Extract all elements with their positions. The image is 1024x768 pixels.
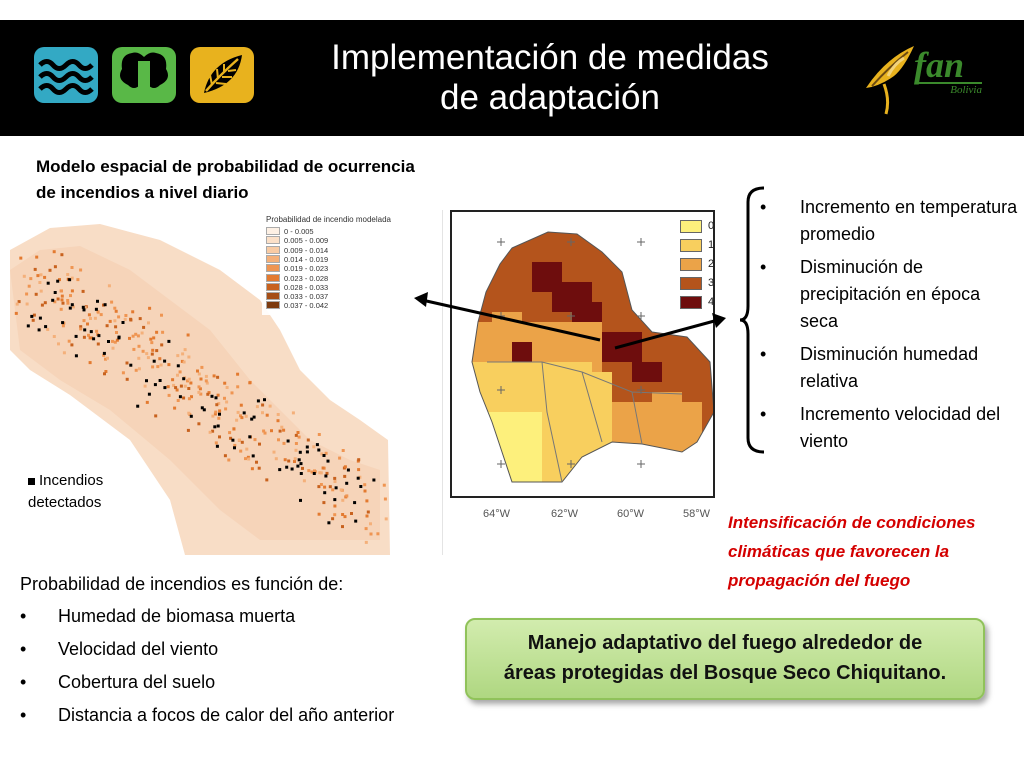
legend-swatch xyxy=(266,301,280,310)
legend-label: 3 xyxy=(708,277,715,289)
probability-factor-item: Distancia a focos de calor del año anter… xyxy=(20,699,394,732)
arrow-left-icon xyxy=(421,298,601,342)
legend-swatch xyxy=(680,295,702,309)
adaptive-management-box xyxy=(465,618,985,700)
climate-legend-item: 0 xyxy=(680,218,714,234)
climate-legend-item: 1 xyxy=(680,237,714,253)
legend-label: 0 xyxy=(708,220,715,232)
title-line-1: Implementación de medidas xyxy=(331,38,769,77)
legend-swatch xyxy=(680,238,702,252)
left-legend-item: 0 - 0.005 xyxy=(266,227,314,236)
legend-swatch xyxy=(266,282,280,291)
legend-label: 0.033 - 0.037 xyxy=(284,292,329,302)
bracket-icon xyxy=(739,186,765,454)
left-map-title: Modelo espacial de probabilidad de ocurr… xyxy=(36,157,415,202)
climate-factor-item: Disminución humedad relativa xyxy=(760,341,1020,395)
page-title: Implementación de medidas de adaptación xyxy=(270,38,830,118)
arrows xyxy=(414,292,726,350)
probability-factor-item: Cobertura del suelo xyxy=(20,666,394,699)
longitude-tick: 64°W xyxy=(483,508,511,520)
climate-factors-list: Incremento en temperatura promedio Dismin… xyxy=(760,194,1020,461)
climate-legend-item: 4 xyxy=(680,294,714,310)
legend-label: 0.019 - 0.023 xyxy=(284,264,329,274)
fire-square-icon xyxy=(28,477,35,485)
left-map-hotspots xyxy=(14,250,388,544)
left-legend-item: 0.028 - 0.033 xyxy=(266,282,329,292)
legend-swatch xyxy=(266,245,280,254)
legend-label: 1 xyxy=(708,239,715,251)
legend-swatch xyxy=(266,292,280,301)
left-legend-item: 0.023 - 0.028 xyxy=(266,273,329,283)
arrow-right-icon xyxy=(614,318,719,350)
legend-swatch xyxy=(680,276,702,290)
legend-label: 0.005 - 0.009 xyxy=(284,236,329,246)
legend-swatch xyxy=(680,257,702,271)
legend-swatch xyxy=(266,254,280,263)
left-legend-item: 0.037 - 0.042 xyxy=(266,301,328,310)
fires-detected-label: Incendios detectados xyxy=(28,472,104,511)
legend-swatch xyxy=(266,227,280,235)
legend-label: 2 xyxy=(708,258,715,270)
longitude-tick: 60°W xyxy=(617,508,645,520)
title-line-2: de adaptación xyxy=(440,78,660,117)
tree-logo-icon xyxy=(112,47,176,103)
leaf-logo-icon xyxy=(190,47,254,103)
fan-bolivia-logo: fan Bolivia xyxy=(858,36,990,120)
left-map-legend xyxy=(262,215,388,315)
legend-label: 0.014 - 0.019 xyxy=(284,254,329,264)
left-legend-item: 0.005 - 0.009 xyxy=(266,236,328,245)
climate-factor-item: Incremento velocidad del viento xyxy=(760,401,1020,455)
legend-label: 4 xyxy=(708,296,715,308)
left-legend-item: 0.014 - 0.019 xyxy=(266,254,329,264)
climate-legend-item: 3 xyxy=(680,275,714,291)
fire-probability-map xyxy=(10,224,390,555)
probability-factor-item: Humedad de biomasa muerta xyxy=(20,600,394,633)
probability-factors-list: Humedad de biomasa muertaVelocidad del v… xyxy=(20,600,394,732)
adaptive-management-text: Manejo adaptativo del fuego alrededor de… xyxy=(465,628,985,688)
legend-label: 0.037 - 0.042 xyxy=(284,301,329,311)
probability-intro: Probabilidad de incendios es función de: xyxy=(20,574,344,594)
adaptive-line-2: áreas protegidas del Bosque Seco Chiquit… xyxy=(503,662,947,684)
grid-crosses xyxy=(497,238,645,468)
climate-index-map xyxy=(450,210,715,498)
legend-label: 0.009 - 0.014 xyxy=(284,245,329,255)
fan-logo-text: fan xyxy=(914,45,965,85)
water-logo-icon xyxy=(34,47,98,103)
longitude-tick: 58°W xyxy=(683,508,711,520)
legend-swatch xyxy=(680,219,702,233)
legend-label: 0.023 - 0.028 xyxy=(284,273,329,283)
legend-swatch xyxy=(266,236,280,245)
legend-swatch xyxy=(266,264,280,273)
longitude-tick: 62°W xyxy=(551,508,579,520)
left-legend-item: 0.009 - 0.014 xyxy=(266,245,329,255)
legend-label: 0.028 - 0.033 xyxy=(284,282,329,292)
probability-factor-item: Velocidad del viento xyxy=(20,633,394,666)
climate-factor-item: Disminución de precipitación en época se… xyxy=(760,254,1020,335)
left-map-legend-title: Probabilidad de incendio modelada xyxy=(266,215,391,224)
map-divider xyxy=(442,210,443,555)
left-legend-item: 0.019 - 0.023 xyxy=(266,264,328,273)
intensification-note: Intensificación de condiciones climática… xyxy=(728,513,976,590)
legend-swatch xyxy=(266,273,280,282)
climate-index-raster xyxy=(471,231,715,483)
climate-factor-item: Incremento en temperatura promedio xyxy=(760,194,1020,248)
fan-bird-icon xyxy=(866,46,914,115)
fan-logo-subtext: Bolivia xyxy=(916,82,982,96)
legend-label: 0 - 0.005 xyxy=(284,227,314,236)
adaptive-line-1: Manejo adaptativo del fuego alrededor de xyxy=(527,632,923,654)
climate-legend-item: 2 xyxy=(680,256,714,272)
left-legend-item: 0.033 - 0.037 xyxy=(266,292,328,301)
